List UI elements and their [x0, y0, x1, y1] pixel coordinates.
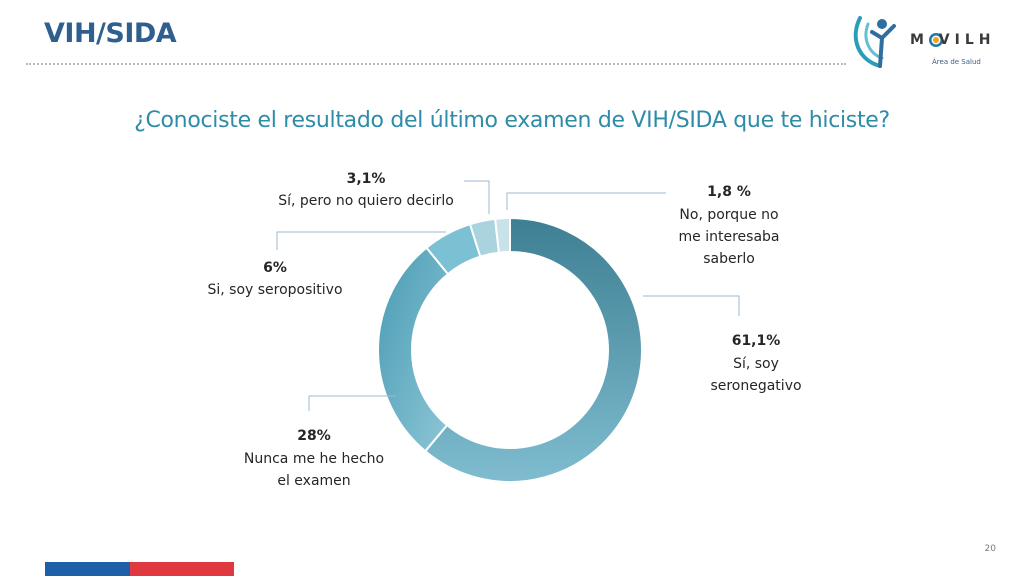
leader-line-nunca: [308, 395, 396, 411]
donut-slice-1: [377, 246, 450, 453]
data-label-name: me interesaba: [679, 229, 780, 245]
data-label-value: 6%: [263, 260, 287, 276]
logo-subtitle: Área de Salud: [932, 58, 981, 66]
data-label-name: seronegativo: [710, 378, 801, 394]
data-label-value: 3,1%: [347, 171, 386, 187]
data-label-name: Si, soy seropositivo: [207, 282, 342, 298]
leader-line-seropositivo: [276, 231, 446, 250]
logo-wordmark: M VILH: [910, 32, 996, 48]
data-label-value: 1,8 %: [707, 184, 751, 200]
donut-slice-4: [493, 216, 511, 254]
leader-line-no-interesaba: [506, 192, 666, 210]
movilh-emblem-icon: [853, 16, 896, 68]
data-label-name: Sí, pero no quiero decirlo: [278, 193, 454, 209]
footer-bar-red: [130, 562, 234, 576]
logo-o-icon: [929, 33, 943, 47]
page-title: VIH/SIDA: [44, 18, 177, 49]
page-number: 20: [984, 544, 996, 554]
data-label-name: saberlo: [703, 251, 755, 267]
data-label-name: Nunca me he hecho: [244, 451, 384, 467]
data-label-name: el examen: [277, 473, 350, 489]
data-label-value: 28%: [297, 428, 331, 444]
leader-line-no-quiero: [464, 180, 490, 214]
footer-bar-blue: [45, 562, 130, 576]
header-divider: [26, 63, 846, 65]
leader-line-seronegativo: [643, 295, 740, 316]
movilh-logo: M VILH Área de Salud: [850, 10, 1020, 74]
data-label-name: Sí, soy: [733, 356, 779, 372]
data-label-name: No, porque no: [679, 207, 778, 223]
donut-slice-0: [423, 216, 643, 483]
chart-title: ¿Conociste el resultado del último exame…: [134, 108, 890, 133]
data-label-value: 61,1%: [732, 333, 781, 349]
